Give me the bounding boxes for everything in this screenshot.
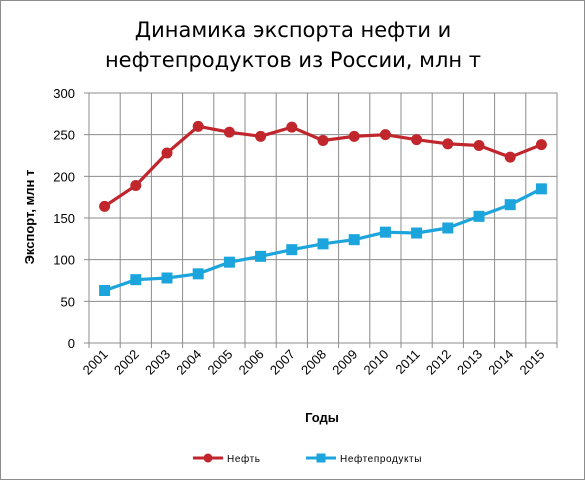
x-tick-label: 2005 [204, 347, 235, 378]
series-2-point [411, 227, 423, 239]
series-1-point [411, 134, 423, 146]
series-2-point [348, 234, 360, 246]
x-tick-label: 2001 [80, 347, 111, 378]
series-2-point [192, 268, 204, 280]
series-1-point [379, 129, 391, 141]
series-1-point [130, 180, 142, 191]
series-2-point [473, 210, 485, 222]
x-tick-label: 2009 [329, 347, 360, 378]
axes [84, 92, 558, 348]
series-1-point [192, 120, 204, 132]
x-tick-label: 2011 [392, 347, 422, 377]
series-2-point [317, 238, 329, 250]
series-2-point [161, 272, 173, 284]
x-tick-label: 2014 [485, 347, 516, 378]
x-tick-label: 2003 [142, 347, 173, 378]
series-2-point [223, 256, 235, 268]
legend-marker-2 [316, 453, 326, 463]
series-1-point [442, 138, 454, 150]
x-tick-label: 2012 [423, 347, 454, 378]
series-1-point [504, 151, 516, 163]
y-tick-label: 200 [53, 169, 75, 184]
series-1-point [286, 121, 298, 133]
series-2-point [504, 199, 516, 211]
y-axis-title: Экспорт, млн т [22, 170, 37, 265]
y-tick-label: 100 [53, 253, 75, 268]
series-1-point [223, 126, 235, 138]
legend-label-1: Нефть [227, 453, 261, 465]
x-tick-label: 2015 [516, 347, 547, 378]
x-tick-label: 2006 [236, 347, 267, 378]
series-group [99, 120, 547, 296]
series-2-point [535, 183, 547, 195]
series-2-point [442, 222, 454, 234]
series-2-point [255, 250, 267, 262]
series-1-point [348, 130, 360, 142]
series-1-point [535, 139, 547, 151]
series-1-point [99, 200, 111, 212]
y-tick-label: 250 [53, 128, 75, 143]
series-1-point [317, 135, 329, 146]
legend-label-2: Нефтепродукты [340, 453, 422, 465]
x-tick-label: 2002 [111, 347, 142, 378]
x-tick-label: 2008 [298, 347, 329, 378]
y-tick-label: 150 [53, 211, 75, 226]
y-tick-label: 0 [68, 336, 75, 351]
series-2-point [286, 244, 298, 256]
y-tick-label: 300 [53, 86, 75, 101]
chart-title-line-2: нефтепродуктов из России, млн т [105, 48, 481, 72]
series-1-point [255, 130, 267, 142]
x-tick-label: 2013 [454, 347, 485, 378]
x-tick-label: 2004 [173, 347, 204, 378]
series-1-point [473, 140, 485, 151]
chart-title-line-1: Динамика экспорта нефти и [135, 18, 452, 42]
series-2-point [99, 285, 111, 296]
legend: Нефть Нефтепродукты [193, 453, 422, 465]
x-tick-label: 2007 [267, 347, 298, 378]
y-tick-label: 50 [61, 294, 75, 309]
x-axis-title: Годы [305, 410, 339, 425]
series-2-point [130, 274, 142, 286]
series-2-point [379, 226, 391, 238]
x-tick-label: 2010 [360, 347, 391, 378]
series-1-point [161, 147, 173, 159]
gridlines [88, 92, 558, 344]
legend-marker-1 [203, 453, 213, 463]
